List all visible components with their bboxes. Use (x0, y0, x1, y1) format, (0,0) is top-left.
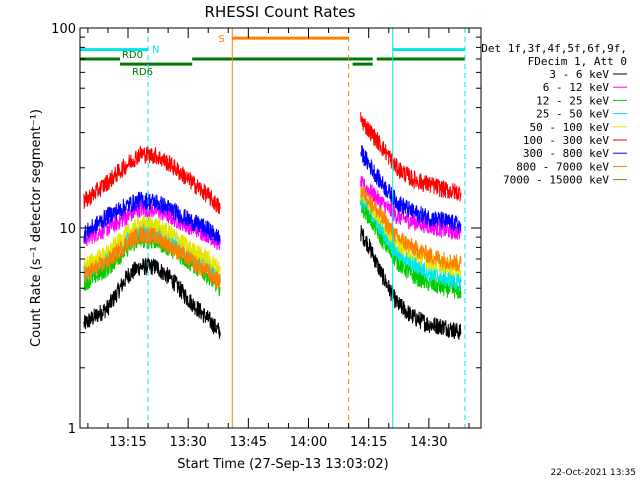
series-line-5 (83, 145, 221, 214)
annotation-label-s: S (218, 34, 224, 45)
legend-label-2: 12 - 25 keV (536, 94, 609, 107)
series-line-1 (360, 176, 462, 241)
series-line-6 (83, 191, 221, 246)
y-axis-label: Count Rate (s⁻¹ detector segment⁻¹) (29, 109, 44, 347)
legend-label-5: 100 - 300 keV (523, 134, 609, 147)
x-axis-label: Start Time (27-Sep-13 13:03:02) (177, 457, 388, 472)
plot-area (83, 111, 462, 341)
y-tick-label: 10 (59, 222, 76, 237)
legend-label-0: 3 - 6 keV (549, 68, 609, 81)
y-tick-label: 1 (68, 422, 76, 437)
annotation-label-rd0: RD0 (122, 50, 143, 61)
legend-label-8: 7000 - 15000 keV (503, 174, 609, 187)
legend-label-3: 25 - 50 keV (536, 108, 609, 121)
series-line-4 (83, 215, 221, 276)
legend-label-7: 800 - 7000 keV (516, 160, 609, 173)
x-tick-label: 13:15 (109, 435, 146, 450)
x-tick-label: 14:15 (350, 435, 387, 450)
series-line-0 (83, 257, 221, 339)
series-line-1 (83, 199, 221, 251)
legend-header-1: Det 1f,3f,4f,5f,6f,9f, (481, 42, 627, 55)
annotation-bars: N S RD0 RD6 (80, 34, 465, 78)
annotation-label-n: N (152, 45, 159, 56)
legend-header-2: FDecim 1, Att 0 (528, 55, 627, 68)
x-tick-label: 13:45 (230, 435, 267, 450)
series-line-0 (360, 225, 462, 341)
legend-label-4: 50 - 100 keV (530, 121, 610, 134)
annotation-label-rd6: RD6 (132, 67, 153, 78)
chart-title: RHESSI Count Rates (205, 3, 356, 21)
series-line-7 (83, 226, 221, 290)
series-line-6 (360, 144, 462, 233)
legend: Det 1f,3f,4f,5f,6f,9f, FDecim 1, Att 0 3… (481, 42, 627, 187)
y-tick-label: 100 (51, 22, 76, 37)
x-tick-label: 14:00 (290, 435, 327, 450)
axes: 1 10 100 13:15 13:30 13:45 14:00 14:15 14:30 (51, 22, 482, 450)
series-line-7 (360, 185, 462, 272)
legend-label-6: 300 - 800 keV (523, 147, 609, 160)
x-tick-label: 13:30 (169, 435, 206, 450)
footer-date: 22-Oct-2021 13:35 (551, 468, 636, 478)
legend-label-1: 6 - 12 keV (543, 81, 610, 94)
x-tick-label: 14:30 (410, 435, 447, 450)
series-line-5 (360, 111, 462, 202)
